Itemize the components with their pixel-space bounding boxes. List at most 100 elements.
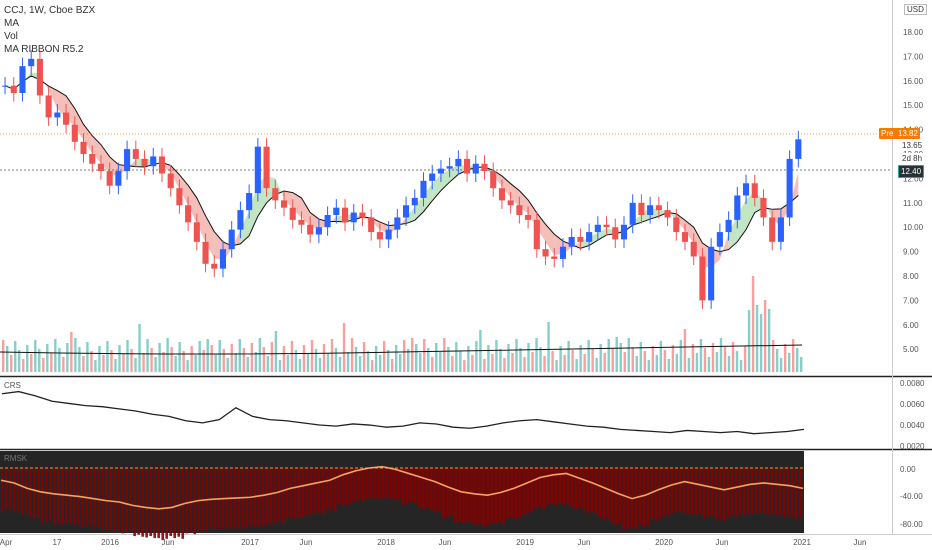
volume-bar: [350, 338, 354, 372]
rmsk-bar: [562, 468, 565, 505]
rmsk-bar: [766, 468, 770, 515]
volume-bar: [427, 348, 430, 372]
ribbon-indicator-label[interactable]: MA RIBBON R5.2: [4, 44, 84, 55]
volume-bar: [314, 349, 318, 372]
volume-bar: [270, 342, 274, 372]
rmsk-bar: [17, 468, 20, 513]
rmsk-bar: [177, 468, 181, 537]
volume-bar: [543, 356, 546, 372]
currency-button[interactable]: USD: [904, 4, 927, 15]
candle-body: [132, 149, 139, 159]
volume-bar: [791, 339, 795, 372]
time-tick-label: Jun: [162, 538, 175, 547]
price-tick-label: 11.00: [903, 199, 923, 208]
rmsk-line: [0, 465, 804, 510]
volume-bar: [767, 309, 771, 372]
rmsk-bar: [333, 468, 337, 511]
rmsk-bar: [598, 468, 602, 518]
rmsk-bar: [538, 468, 541, 507]
volume-bar: [302, 345, 306, 372]
volume-bar: [222, 349, 225, 372]
rmsk-bar: [389, 468, 393, 499]
rmsk-bar: [129, 468, 132, 531]
volume-bar: [607, 339, 610, 372]
rmsk-bar: [61, 468, 64, 526]
rmsk-pane-label[interactable]: RMSK: [4, 454, 28, 463]
volume-bar: [214, 354, 217, 372]
candle-body: [193, 222, 200, 242]
volume-bar: [719, 338, 723, 372]
ma-indicator-label[interactable]: MA: [4, 18, 19, 29]
rmsk-bar: [714, 468, 718, 521]
volume-bar: [711, 343, 715, 372]
volume-bar: [98, 346, 101, 372]
candle-body: [289, 207, 296, 220]
rmsk-bar: [149, 468, 152, 537]
rmsk-bar: [554, 468, 557, 506]
volume-bar: [475, 341, 478, 372]
volume-bar: [675, 354, 679, 372]
rmsk-bar: [610, 468, 614, 523]
rmsk-bar: [137, 468, 140, 535]
crs-pane-label[interactable]: CRS: [4, 381, 21, 390]
ribbon-segment: [284, 191, 293, 210]
time-tick-label: 2019: [516, 538, 534, 547]
rmsk-bar: [438, 468, 441, 511]
rmsk-bar: [586, 468, 590, 513]
time-tick-label: 2018: [377, 538, 395, 547]
candle-body: [516, 205, 523, 215]
rmsk-bar: [706, 468, 710, 518]
volume-bar: [286, 355, 290, 372]
vol-indicator-label[interactable]: Vol: [4, 31, 18, 42]
rmsk-bar: [790, 468, 794, 518]
candle-body: [690, 241, 697, 257]
rmsk-tick-label: -40.00: [900, 492, 923, 501]
rmsk-bar: [422, 468, 425, 509]
rmsk-bar: [434, 468, 437, 513]
candle-body: [115, 171, 122, 186]
volume-bar: [306, 354, 310, 372]
rmsk-bar: [410, 468, 413, 503]
volume-bar: [74, 338, 77, 372]
rmsk-bar: [418, 468, 421, 507]
volume-bar: [134, 358, 137, 372]
volume-bar: [342, 323, 346, 372]
rmsk-bar: [385, 468, 389, 499]
volume-bar: [511, 353, 514, 372]
price-tag-1365: 13.65: [900, 140, 925, 151]
rmsk-bar: [514, 468, 517, 520]
volume-bar: [330, 339, 334, 372]
rmsk-bar: [169, 468, 173, 537]
volume-bar: [715, 352, 719, 372]
volume-bar: [455, 342, 458, 372]
time-tick-label: Jun: [578, 538, 591, 547]
candle-body: [446, 166, 453, 169]
volume-bar: [703, 348, 707, 372]
volume-bar: [50, 353, 53, 372]
volume-bar: [723, 347, 727, 372]
rmsk-bar: [726, 468, 730, 518]
volume-bar: [531, 352, 534, 372]
rmsk-bar: [285, 468, 289, 519]
pre-value: 13.82: [897, 129, 918, 138]
rmsk-bar: [1, 468, 4, 512]
symbol-title[interactable]: CCJ, 1W, Cboe BZX: [4, 5, 96, 16]
rmsk-bar: [442, 468, 445, 519]
volume-bar: [310, 340, 314, 372]
crs-pane[interactable]: [0, 378, 892, 448]
rmsk-bar: [57, 468, 60, 524]
candle-body: [568, 236, 575, 247]
candle-body: [280, 200, 288, 208]
candle-body: [498, 188, 505, 201]
volume-bar: [94, 360, 97, 372]
candle-body: [664, 210, 671, 218]
volume-bar: [378, 355, 382, 372]
volume-bar: [354, 347, 358, 372]
volume-bar: [146, 339, 149, 372]
rmsk-bar: [606, 468, 610, 519]
rmsk-bar: [325, 468, 329, 511]
candle-body: [507, 200, 514, 206]
rmsk-bar: [602, 468, 606, 520]
rmsk-histogram: [0, 465, 804, 541]
